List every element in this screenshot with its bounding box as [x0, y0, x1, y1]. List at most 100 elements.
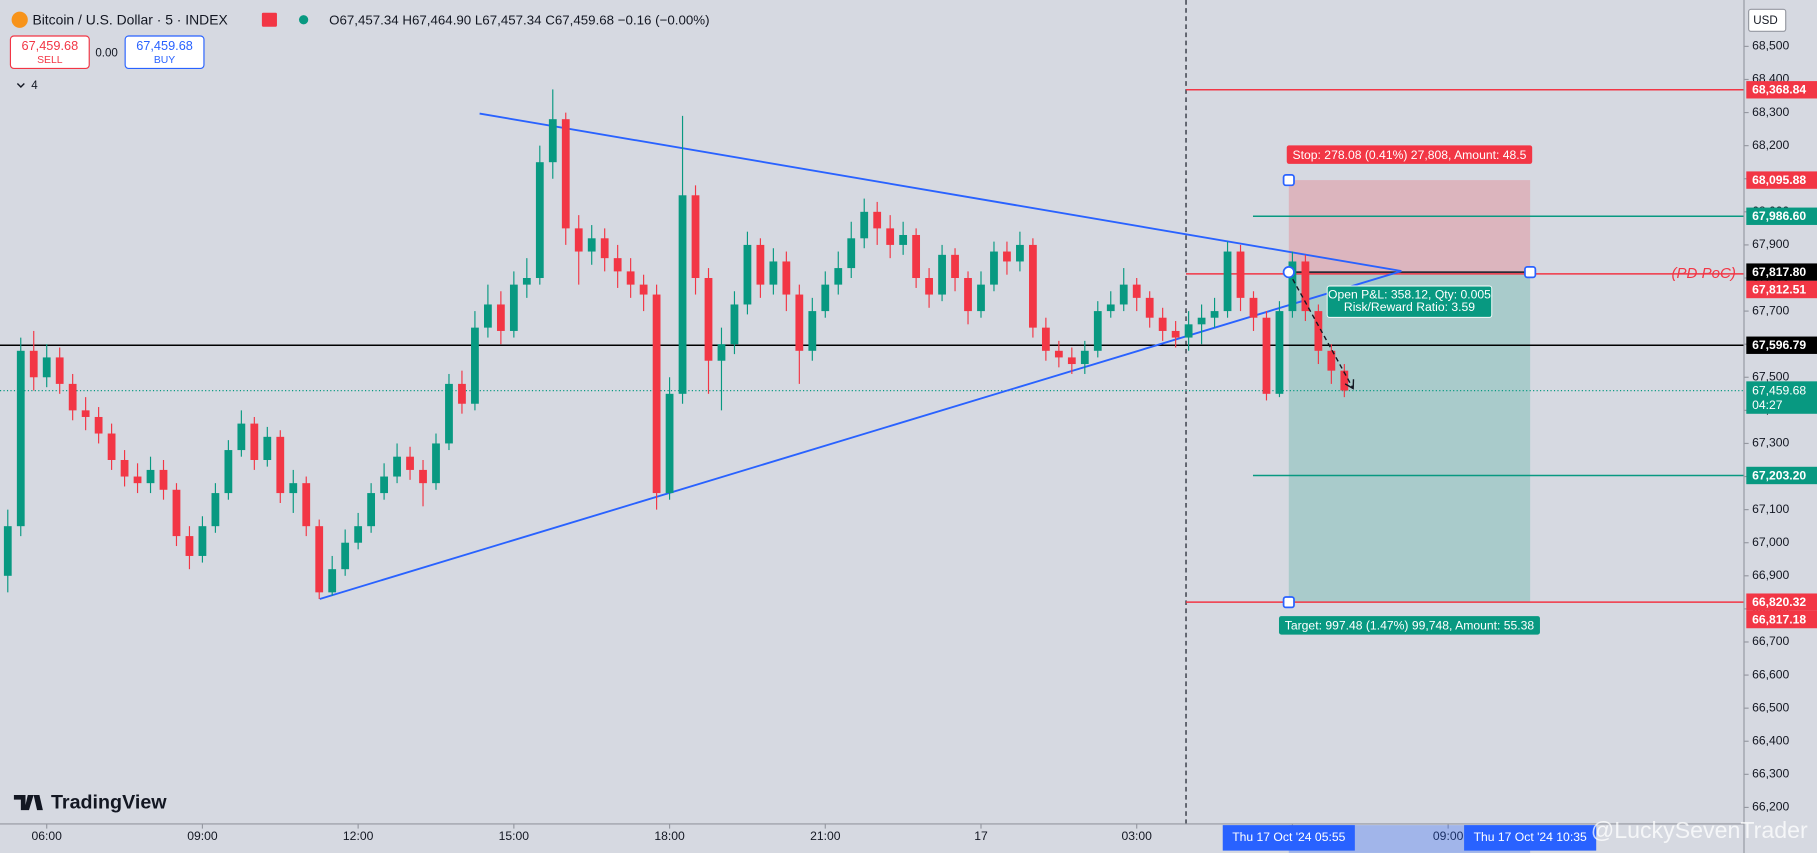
- symbol-title: Bitcoin / U.S. Dollar · 5 · INDEX: [32, 12, 227, 28]
- candle-body: [990, 251, 998, 285]
- price-label: 67,986.60: [1752, 209, 1806, 223]
- candle-body: [704, 278, 713, 361]
- price-label: 67,812.51: [1752, 282, 1806, 296]
- candle-body: [55, 357, 64, 384]
- candle-body: [951, 254, 959, 279]
- y-tick-label: 68,300: [1752, 105, 1789, 119]
- collapse-icon[interactable]: [16, 83, 25, 88]
- pnl-label: Open P&L: 358.12, Qty: 0.005: [1328, 288, 1491, 302]
- candle-body: [834, 268, 843, 285]
- stop-label: Stop: 278.08 (0.41%) 27,808, Amount: 48.…: [1293, 148, 1527, 162]
- watermark: @LuckySevenTrader: [1591, 817, 1808, 843]
- pnl-box: [1326, 285, 1493, 318]
- candle-body: [185, 536, 194, 556]
- candle-body: [522, 278, 531, 285]
- candle-body: [717, 344, 726, 361]
- x-tick-label: 18:00: [654, 829, 685, 843]
- currency-box[interactable]: [1748, 8, 1787, 32]
- stop-zone: [1288, 180, 1531, 273]
- candle-body: [1158, 317, 1167, 331]
- spread: 0.00: [95, 47, 118, 59]
- price-label: 66,820.32: [1752, 595, 1806, 609]
- price-label-box: [1746, 610, 1817, 629]
- candle-body: [925, 278, 933, 295]
- x-tick-label: 21:00: [810, 829, 841, 843]
- candle-body: [1327, 350, 1336, 371]
- axes: 66,200 66,300 66,400 66,500 66,600 66,700 66,8…: [32, 39, 1817, 853]
- y-tick-label: 68,500: [1752, 39, 1789, 53]
- price-label: 67,596.79: [1752, 338, 1806, 352]
- candle-body: [912, 234, 921, 279]
- x-tick-label: 15:00: [499, 829, 530, 843]
- candle-body: [756, 244, 765, 285]
- price-label: 67,817.80: [1752, 265, 1806, 279]
- candle-body: [237, 423, 246, 451]
- price-label-box: [1746, 466, 1817, 485]
- candle-body: [94, 416, 103, 434]
- candle-body: [1054, 350, 1063, 358]
- buy-price: 67,459.68: [136, 38, 193, 53]
- x-tick-label: 09:00: [1433, 829, 1464, 843]
- candle-body: [120, 459, 129, 477]
- trend-line: [319, 270, 1402, 600]
- price-label-box: [1746, 336, 1817, 354]
- time-label-box: [1222, 825, 1355, 851]
- candle-body: [276, 436, 285, 494]
- price-label-box: [1746, 81, 1817, 99]
- price-label-box: [1746, 171, 1817, 189]
- y-tick-label: 66,600: [1752, 667, 1789, 681]
- projection-line: [1288, 271, 1354, 389]
- price-label: 68,368.84: [1752, 83, 1806, 97]
- projection-arrow: [1344, 379, 1355, 390]
- candle-body: [1119, 284, 1128, 305]
- y-tick-label: 66,900: [1752, 568, 1789, 582]
- price-label: 67,203.20: [1752, 468, 1806, 482]
- candle-body: [393, 456, 401, 477]
- status-dot: [298, 15, 309, 25]
- candle-body: [600, 238, 609, 259]
- candle-body: [769, 261, 778, 285]
- y-tick-label: 68,200: [1752, 138, 1789, 152]
- price-label: 68,095.88: [1752, 173, 1806, 187]
- indicator-count: 4: [31, 80, 38, 92]
- candle-body: [496, 304, 505, 331]
- candle-body: [613, 258, 622, 272]
- candle-body: [432, 443, 440, 484]
- candle-body: [821, 284, 830, 312]
- candle-body: [458, 383, 466, 404]
- candle-body: [1340, 370, 1349, 391]
- candle-body: [1197, 317, 1206, 325]
- flag-icon[interactable]: [261, 12, 277, 27]
- time-label: Thu 17 Oct '24 10:35: [1474, 830, 1587, 844]
- line-note: (PD PoC): [1671, 265, 1735, 282]
- candle-body: [1145, 297, 1154, 318]
- candle-body: [1301, 261, 1310, 312]
- y-tick-label: 67,100: [1752, 502, 1789, 516]
- candle-body: [16, 350, 25, 527]
- candle-body: [1262, 317, 1271, 394]
- candle-body: [548, 119, 557, 163]
- candle-body: [367, 493, 376, 527]
- buy-label: BUY: [154, 55, 175, 66]
- ohlc: O67,457.34 H67,464.90 L67,457.34 C67,459…: [329, 12, 709, 27]
- candle-body: [1016, 244, 1024, 262]
- candle-body: [626, 271, 635, 285]
- stop-label-box: [1286, 145, 1533, 164]
- handle: [1282, 174, 1295, 187]
- candle-body: [198, 526, 207, 556]
- candle-body: [1210, 311, 1219, 318]
- buy-button[interactable]: [124, 35, 205, 70]
- candle-body: [1132, 284, 1141, 298]
- time-label-box: [1464, 825, 1597, 851]
- candle-body: [1184, 324, 1193, 338]
- candle-body: [561, 119, 570, 229]
- candle-body: [1171, 330, 1180, 338]
- x-tick-label: 12:00: [343, 829, 374, 843]
- candle-body: [1080, 350, 1089, 365]
- sell-button[interactable]: [9, 35, 90, 70]
- candle-body: [1106, 304, 1115, 312]
- price-label-box: [1746, 593, 1817, 611]
- y-tick-label: 67,300: [1752, 436, 1789, 450]
- logo-text: TradingView: [51, 791, 167, 813]
